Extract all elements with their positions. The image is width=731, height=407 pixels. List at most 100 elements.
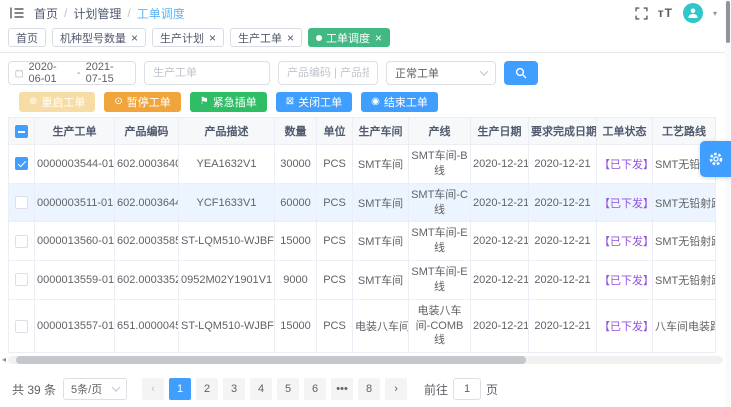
cell-line: SMT车间-B线 [408,144,471,184]
cell-unit: PCS [316,182,353,223]
tab[interactable]: 机种型号数量 × [52,28,147,47]
caret-down-icon[interactable]: ▾ [712,8,717,18]
order-status-select[interactable]: 正常工单 [386,61,496,85]
page-button[interactable]: 4 [250,378,273,401]
tab[interactable]: 生产计划 × [152,28,225,47]
row-checkbox[interactable] [15,273,28,287]
product-search-input[interactable] [278,61,378,85]
prev-page-button[interactable]: ‹ [142,378,165,401]
action-button-bar: ⊕ 重启工单 ⊙ 暂停工单 ⚑ 紧急插单 ⊠ 关闭工单 ◉ 结束工单 [19,92,723,112]
row-checkbox[interactable] [15,157,28,171]
breadcrumb-item-home[interactable]: 首页 [34,6,59,21]
page-button[interactable]: 8 [358,378,381,401]
cell-code: 602.0003644 [114,182,179,223]
fullscreen-icon[interactable] [635,6,648,20]
total-count: 共 39 条 [12,382,57,397]
cell-date: 2020-12-21 [470,298,529,354]
row-checkbox[interactable] [15,196,28,210]
search-icon [515,67,527,79]
table-row[interactable]: 0000013560-01 602.0003585 ST-LQM510-WJBF… [8,221,716,262]
page-button[interactable]: 2 [196,378,219,401]
tab-label: 生产计划 [160,32,205,45]
horizontal-scrollbar: ◂ ▸ [2,355,729,365]
cell-due: 2020-12-21 [528,144,597,184]
page-button[interactable]: 3 [223,378,246,401]
table-row[interactable]: 0000003544-01 602.0003640 YEA1632V1 3000… [8,144,716,184]
close-icon[interactable]: × [287,30,295,45]
action-button[interactable]: ◉ 结束工单 [361,92,438,112]
action-button-icon: ⊕ [29,96,38,107]
collapse-menu-icon[interactable] [10,7,24,19]
cell-status: 【已下发】 [596,182,653,223]
action-button[interactable]: ⊙ 暂停工单 [104,92,181,112]
action-button-icon: ⊠ [285,96,295,107]
tab[interactable]: 生产工单 × [230,28,303,47]
table-row[interactable]: 0000003511-01 602.0003644 YCF1633V1 6000… [8,182,716,223]
next-page-button[interactable]: › [385,378,408,401]
cell-unit: PCS [316,298,353,354]
cell-line: SMT车间-E线 [408,221,471,262]
cell-qty: 60000 [274,182,317,223]
col-header-qty: 数量 [274,117,317,145]
action-button-label: 重启工单 [41,97,86,109]
work-order-table-body: 0000003544-01 602.0003640 YEA1632V1 3000… [8,144,716,354]
close-icon[interactable]: × [131,30,139,45]
page-button[interactable]: 1 [169,378,192,401]
search-button[interactable] [504,61,538,85]
tab[interactable]: 首页 × [8,28,46,47]
close-icon[interactable]: × [375,30,383,45]
avatar[interactable] [682,3,703,23]
cell-code: 602.0003640 [114,144,179,184]
page-button[interactable]: 6 [304,378,327,401]
font-size-icon[interactable]: тT [657,6,673,20]
cell-qty: 15000 [274,298,317,354]
table-header-row: 生产工单 产品编码 产品描述 数量 单位 生产车间 产线 生产日期 要求完成日期… [8,117,716,145]
settings-panel-button[interactable] [700,141,731,177]
page-button[interactable]: ••• [331,378,354,401]
pagination-bar: 共 39 条 5条/页 ‹ 1 2 3 4 5 6 [12,378,723,401]
action-button-label: 暂停工单 [126,97,171,109]
action-button[interactable]: ⊠ 关闭工单 [275,92,353,112]
cell-qty: 15000 [274,221,317,262]
table-row[interactable]: 0000013557-01 651.0000045 ST-LQM510-WJBF… [8,298,716,354]
pager: ‹ 1 2 3 4 5 6 ••• 8 [142,378,408,401]
vertical-scrollbar-thumb[interactable] [726,1,730,43]
col-header-workshop: 生产车间 [352,117,409,145]
horizontal-scrollbar-thumb[interactable] [16,356,526,365]
select-all-checkbox[interactable] [15,124,28,138]
table-row[interactable]: 0000013559-01 602.0003352 0952M02Y1901V1… [8,260,716,300]
topbar: 首页 / 计划管理 / 工单调度 тT ▾ [0,0,731,26]
cell-status: 【已下发】 [596,260,653,300]
close-icon[interactable]: × [209,30,217,45]
cell-date: 2020-12-21 [470,221,529,262]
page-button[interactable]: 5 [277,378,300,401]
action-button[interactable]: ⊕ 重启工单 [19,92,96,112]
goto-page-input[interactable] [453,378,482,401]
cell-desc: ST-LQM510-WJBF-V2 [178,298,275,354]
row-checkbox[interactable] [15,319,28,333]
page-size-select[interactable]: 5条/页 [63,378,128,401]
cell-line: 电装八车间-COMB线 [408,298,471,354]
action-button[interactable]: ⚑ 紧急插单 [189,92,267,112]
cell-workshop: SMT车间 [352,144,409,184]
chevron-down-icon [479,67,489,76]
cell-workshop: 电装八车间 [352,298,409,354]
row-checkbox[interactable] [15,234,28,248]
cell-line: SMT车间-C线 [408,182,471,223]
cell-route: 八车间电装路线 [652,298,716,354]
cell-code: 602.0003585 [114,221,179,262]
tab[interactable]: 工单调度 × [308,28,391,47]
cell-workshop: SMT车间 [352,221,409,262]
cell-desc: YCF1633V1 [178,182,275,223]
cell-date: 2020-12-21 [470,182,529,223]
cell-qty: 30000 [274,144,317,184]
cell-unit: PCS [316,260,353,300]
vertical-scrollbar [725,0,731,407]
goto-unit: 页 [486,382,499,397]
order-search-input[interactable] [144,61,270,85]
scroll-left-icon[interactable]: ◂ [2,355,7,365]
date-range-picker[interactable]: 2020-06-01 - 2021-07-15 [8,61,136,85]
breadcrumb-item-plan[interactable]: 计划管理 [73,6,122,21]
tab-label: 首页 [16,32,38,45]
